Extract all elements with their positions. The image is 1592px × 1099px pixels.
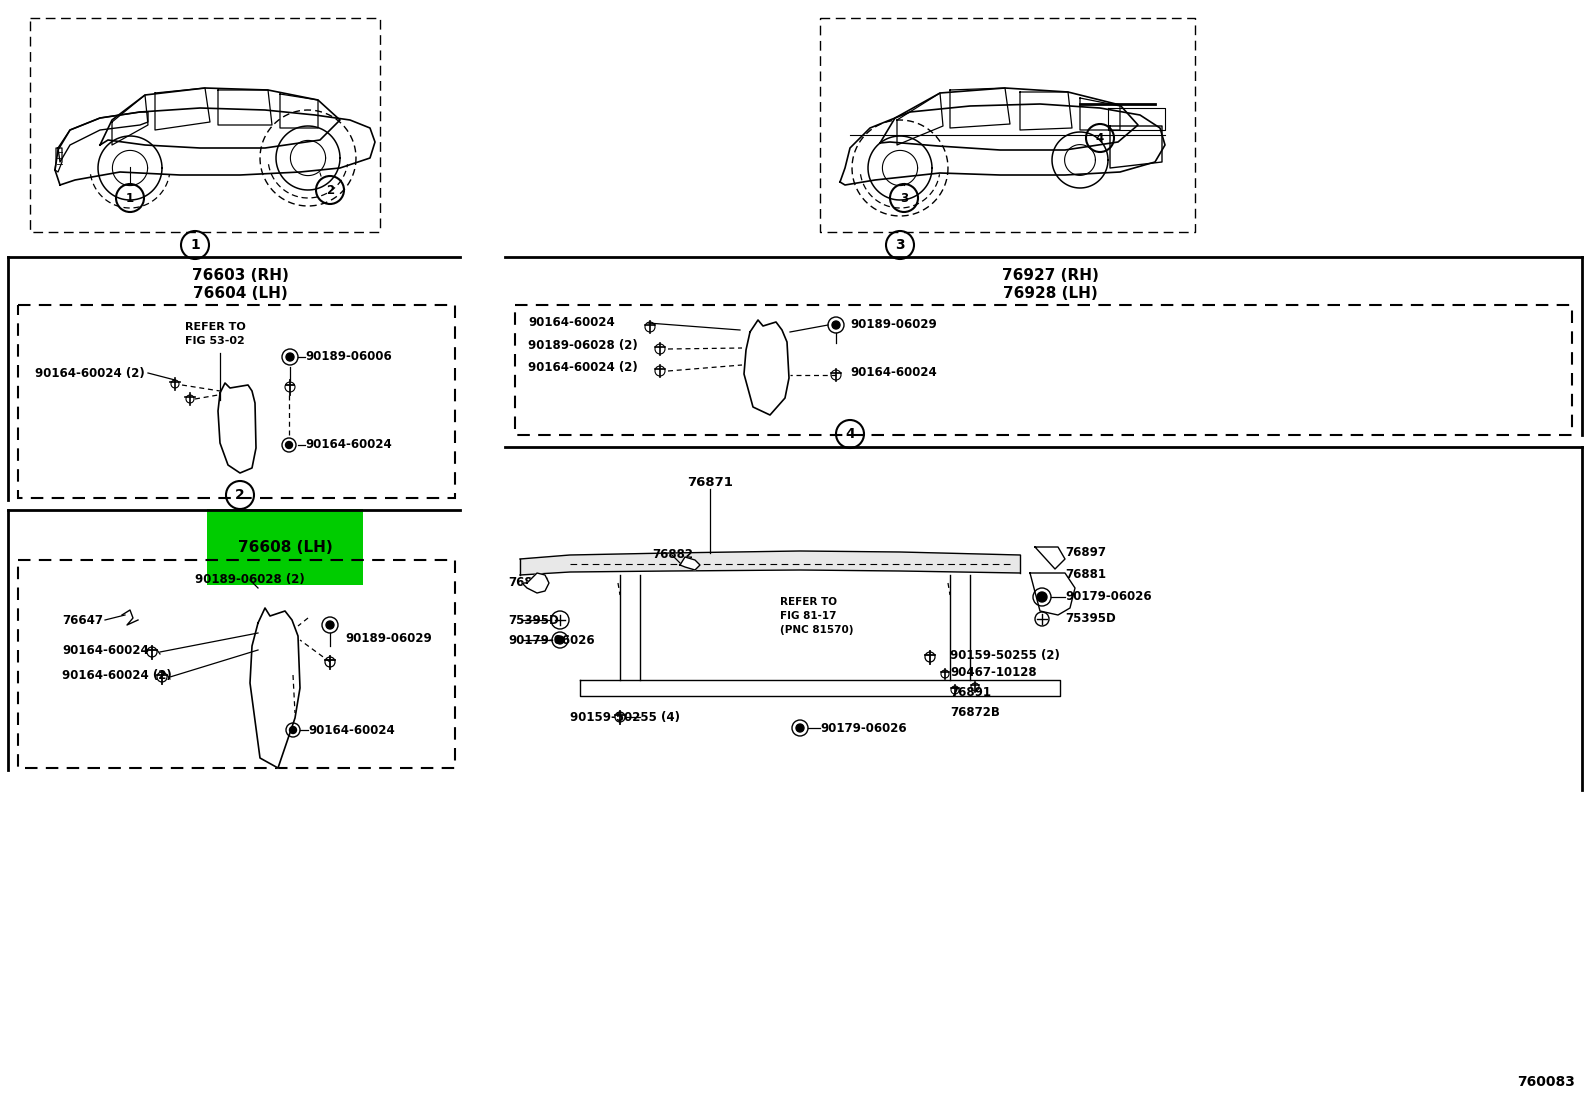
Text: 90189-06006: 90189-06006 bbox=[306, 351, 392, 364]
Text: 76607 (RH): 76607 (RH) bbox=[237, 521, 333, 535]
Text: 3: 3 bbox=[895, 238, 904, 252]
Circle shape bbox=[326, 621, 334, 629]
Text: 76604 (LH): 76604 (LH) bbox=[193, 286, 288, 300]
Text: (PNC 81570): (PNC 81570) bbox=[780, 625, 853, 635]
Text: 90179-06026: 90179-06026 bbox=[820, 722, 906, 734]
Polygon shape bbox=[218, 382, 256, 473]
Text: 760083: 760083 bbox=[1517, 1075, 1574, 1089]
Text: 90164-60024 (2): 90164-60024 (2) bbox=[62, 668, 172, 681]
Text: 76872B: 76872B bbox=[950, 707, 1000, 720]
Text: 1: 1 bbox=[189, 238, 201, 252]
Text: 4: 4 bbox=[845, 428, 855, 441]
Polygon shape bbox=[521, 551, 1020, 575]
Text: 76891: 76891 bbox=[950, 687, 990, 699]
Text: 76897: 76897 bbox=[1065, 545, 1106, 558]
Text: 90164-60024: 90164-60024 bbox=[529, 317, 615, 330]
Text: 90189-06029: 90189-06029 bbox=[345, 632, 431, 644]
Text: 76608 (LH): 76608 (LH) bbox=[237, 540, 333, 555]
Text: 76871: 76871 bbox=[688, 476, 732, 488]
Bar bbox=[18, 560, 455, 768]
Text: FIG 81-17: FIG 81-17 bbox=[780, 611, 836, 621]
Text: 4: 4 bbox=[1095, 132, 1105, 144]
Polygon shape bbox=[680, 557, 700, 570]
Text: 90164-60024: 90164-60024 bbox=[307, 723, 395, 736]
Text: FIG 53-02: FIG 53-02 bbox=[185, 336, 245, 346]
Text: 90189-06029: 90189-06029 bbox=[850, 319, 936, 332]
Circle shape bbox=[1036, 592, 1048, 602]
Polygon shape bbox=[880, 88, 1138, 149]
Text: 76882: 76882 bbox=[653, 548, 693, 562]
Text: 90159-50255 (2): 90159-50255 (2) bbox=[950, 648, 1060, 662]
Text: 2: 2 bbox=[236, 488, 245, 502]
Text: 90164-60024 (2): 90164-60024 (2) bbox=[35, 366, 145, 379]
Text: 90179-06026: 90179-06026 bbox=[508, 633, 595, 646]
Text: 76647: 76647 bbox=[62, 613, 103, 626]
Circle shape bbox=[833, 321, 841, 329]
Bar bbox=[514, 306, 1571, 435]
Text: 75395D: 75395D bbox=[1065, 612, 1116, 625]
Text: 90189-06028 (2): 90189-06028 (2) bbox=[194, 574, 304, 587]
Polygon shape bbox=[100, 88, 341, 148]
Circle shape bbox=[556, 636, 564, 644]
Text: 76898: 76898 bbox=[508, 577, 549, 589]
Text: 2: 2 bbox=[326, 184, 334, 197]
Circle shape bbox=[796, 724, 804, 732]
Text: 76928 (LH): 76928 (LH) bbox=[1003, 286, 1097, 300]
Circle shape bbox=[290, 726, 296, 733]
Text: 76603 (RH): 76603 (RH) bbox=[191, 267, 288, 282]
Polygon shape bbox=[522, 573, 549, 593]
Text: 90164-60024: 90164-60024 bbox=[850, 366, 936, 379]
Text: REFER TO: REFER TO bbox=[780, 597, 837, 607]
Text: 76927 (RH): 76927 (RH) bbox=[1001, 267, 1098, 282]
Text: 90179-06026: 90179-06026 bbox=[1065, 590, 1151, 603]
Polygon shape bbox=[743, 320, 790, 415]
Text: 90164-60024: 90164-60024 bbox=[306, 439, 392, 452]
Bar bbox=[18, 306, 455, 498]
Text: 75395D: 75395D bbox=[508, 613, 559, 626]
Polygon shape bbox=[1030, 573, 1075, 615]
Text: 90164-60024: 90164-60024 bbox=[62, 644, 148, 656]
Text: 90189-06028 (2): 90189-06028 (2) bbox=[529, 338, 638, 352]
Polygon shape bbox=[250, 608, 299, 768]
Text: 76881: 76881 bbox=[1065, 567, 1106, 580]
Text: 3: 3 bbox=[899, 191, 907, 204]
Text: 90164-60024 (2): 90164-60024 (2) bbox=[529, 360, 638, 374]
Polygon shape bbox=[579, 680, 1060, 696]
Circle shape bbox=[287, 353, 295, 360]
Text: 90159-50255 (4): 90159-50255 (4) bbox=[570, 710, 680, 723]
Text: REFER TO: REFER TO bbox=[185, 322, 245, 332]
Text: 1: 1 bbox=[126, 191, 134, 204]
Text: 90467-10128: 90467-10128 bbox=[950, 666, 1036, 679]
Circle shape bbox=[285, 442, 293, 448]
